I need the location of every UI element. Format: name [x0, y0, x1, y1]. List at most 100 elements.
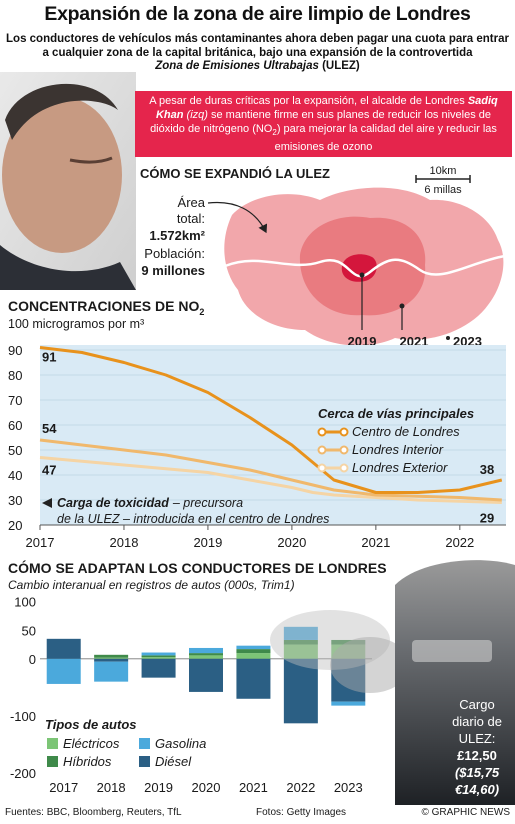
- car: [395, 560, 515, 805]
- x-tick-label: 2022: [445, 535, 474, 550]
- bar-segment: [283, 626, 318, 640]
- legend-dot: [339, 427, 349, 437]
- y-tick-label: 0: [29, 652, 36, 667]
- x-tick-label: 2020: [277, 535, 306, 550]
- x-tick-label: 2018: [97, 780, 126, 795]
- callout-text: se mantiene firme en sus planes de reduc…: [150, 109, 492, 135]
- bar-segment: [189, 647, 223, 654]
- car-photo: [270, 560, 515, 805]
- legend-dot: [339, 463, 349, 473]
- fact: total:: [177, 211, 205, 226]
- series-line: [39, 456, 502, 504]
- scale-km: 10km: [430, 165, 457, 177]
- subtitle-text: Los conductores de vehículos más contami…: [6, 33, 509, 59]
- legend-label: Híbridos: [63, 754, 112, 769]
- annotation-bold: Carga de toxicidad: [57, 496, 169, 510]
- bar-segment: [141, 652, 176, 656]
- y-tick-label: 60: [8, 418, 22, 433]
- bullet-2023: [446, 336, 450, 340]
- fee-text: ULEZ:: [459, 731, 496, 746]
- fee-text: €14,60): [455, 782, 499, 797]
- y-tick-label: 90: [8, 343, 22, 358]
- data-label: 91: [42, 350, 56, 365]
- legend-swatch: [47, 756, 58, 767]
- map-title: CÓMO SE EXPANDIÓ LA ULEZ: [140, 166, 330, 181]
- data-label: 47: [42, 463, 56, 478]
- y-tick-label: 80: [8, 368, 22, 383]
- footer-credit: © GRAPHIC NEWS: [422, 807, 511, 818]
- callout-sub: 2: [272, 128, 277, 138]
- bar-segment: [189, 658, 223, 692]
- london-map: [207, 175, 506, 346]
- title: Expansión de la zona de aire limpio de L…: [44, 3, 471, 25]
- annotation: de la ULEZ – introducida en el centro de…: [57, 512, 329, 526]
- callout: A pesar de duras críticas por la expansi…: [135, 91, 512, 158]
- y-tick-label: 20: [8, 518, 22, 533]
- footer-photos: Fotos: Getty Images: [256, 807, 346, 818]
- annotation: Carga de toxicidad – precursora: [57, 496, 243, 510]
- x-tick-label: 2022: [286, 780, 315, 795]
- legend-label: Centro de Londres: [352, 424, 460, 439]
- x-tick-label: 2017: [49, 780, 78, 795]
- bar-segment: [46, 638, 81, 659]
- bar-segment: [236, 645, 271, 650]
- brow: [69, 156, 113, 164]
- bar-segment: [236, 658, 271, 699]
- x-tick-label: 2021: [361, 535, 390, 550]
- y-tick-label: -200: [10, 766, 36, 781]
- data-label: 29: [480, 511, 494, 526]
- series-line: [39, 438, 502, 502]
- data-label: 38: [480, 462, 494, 477]
- subtitle: Los conductores de vehículos más contami…: [6, 33, 509, 74]
- bar-segment: [236, 649, 271, 654]
- chart-title: CONCENTRACIONES DE NO2: [8, 298, 204, 317]
- chart-subtitle: 100 microgramos por m³: [8, 317, 144, 331]
- face: [2, 97, 122, 253]
- legend-swatch: [139, 756, 150, 767]
- fee-text: diario de: [452, 714, 502, 729]
- bar-segment: [94, 657, 129, 659]
- legend-dot: [317, 463, 327, 473]
- bar-segment: [94, 654, 129, 658]
- chart-title: CÓMO SE ADAPTAN LOS CONDUCTORES DE LONDR…: [8, 559, 387, 576]
- thames: [224, 254, 506, 278]
- portrait: [0, 72, 136, 290]
- x-tick-label: 2017: [26, 535, 55, 550]
- bar-segment: [141, 655, 176, 658]
- plate: [412, 640, 492, 662]
- bar-segment: [331, 701, 366, 706]
- legend-dot: [317, 445, 327, 455]
- footer-sources: Fuentes: BBC, Bloomberg, Reuters, TfL: [5, 807, 182, 818]
- x-tick-label: 2023: [334, 780, 363, 795]
- bar-segment: [236, 653, 271, 659]
- bar-segment: [283, 639, 318, 645]
- callout-text: ) para mejorar la calidad del aire y red…: [274, 123, 497, 154]
- series-line: [39, 346, 503, 494]
- annotation-arrow: [42, 498, 52, 508]
- x-tick-label: 2018: [110, 535, 139, 550]
- fact: Población:: [144, 246, 205, 261]
- y-tick-label: 30: [8, 493, 22, 508]
- legend-dot: [317, 427, 327, 437]
- y-tick-label: 70: [8, 393, 22, 408]
- suit: [0, 245, 136, 290]
- callout-name: Sadiq Khan: [155, 95, 498, 121]
- dot-2021: [399, 303, 405, 309]
- x-tick-label: 2021: [239, 780, 268, 795]
- hair: [5, 83, 118, 140]
- legend-label: Diésel: [155, 754, 192, 769]
- bar-segment: [189, 655, 223, 659]
- legend-swatch: [139, 738, 150, 749]
- chart-subtitle: Cambio interanual en registros de autos …: [8, 578, 295, 592]
- fee-text: £12,50: [457, 748, 497, 763]
- bar-segment: [283, 644, 318, 659]
- legend-label: Gasolina: [155, 736, 206, 751]
- y-tick-label: -100: [10, 709, 36, 724]
- annotation-text: – precursora: [172, 496, 243, 510]
- legend-title: Tipos de autos: [45, 717, 137, 732]
- callout-note: (izq): [186, 109, 208, 121]
- legend-label: Londres Interior: [352, 442, 444, 457]
- fee-text: ($15,75: [455, 765, 500, 780]
